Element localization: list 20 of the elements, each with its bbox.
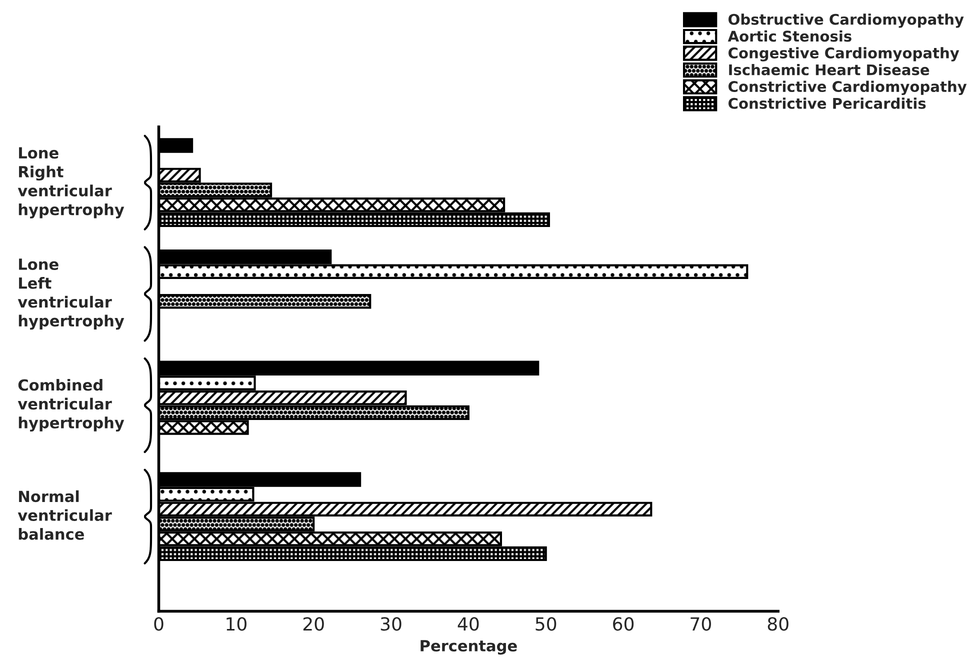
x-tick-label: 80	[768, 617, 788, 631]
x-tick-label: 20	[303, 617, 324, 631]
legend-label: Constrictive Cardiomyopathy	[728, 80, 967, 95]
y-tick-label: Normal ventricular balance	[18, 490, 112, 540]
x-tick-label: 10	[226, 617, 246, 631]
x-tick-label: 30	[380, 617, 402, 631]
legend-label: Obstructive Cardiomyopathy	[728, 14, 964, 28]
x-tick-label: 0	[154, 617, 164, 631]
legend-label: Congestive Cardiomyopathy	[728, 47, 960, 62]
y-tick-label: Lone Left ventricular hypertrophy	[18, 258, 124, 330]
y-tick-label: Combined ventricular hypertrophy	[18, 378, 124, 432]
x-tick-label: 70	[690, 617, 711, 631]
x-tick-label: 40	[458, 617, 479, 631]
legend-label: Constrictive Pericarditis	[728, 98, 926, 109]
x-axis-title: Percentage	[420, 640, 517, 655]
y-tick-label: Lone Right ventricular hypertrophy	[18, 147, 124, 218]
legend-label: Aortic Stenosis	[728, 30, 852, 42]
x-tick-label: 50	[536, 617, 556, 631]
legend-label: Ischaemic Heart Disease	[729, 64, 930, 76]
x-tick-label: 60	[613, 617, 634, 631]
